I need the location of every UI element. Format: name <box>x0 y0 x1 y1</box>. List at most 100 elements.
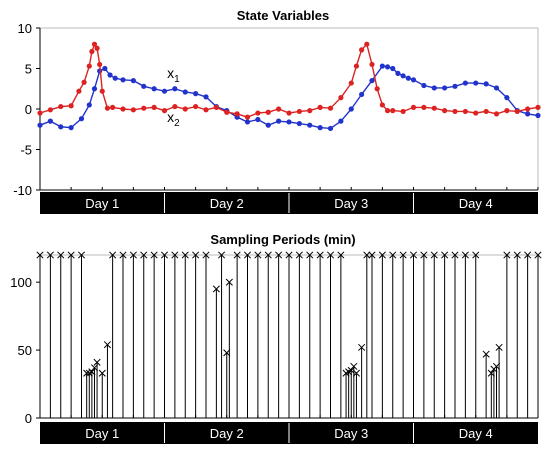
stem-marker-stroke <box>482 350 490 358</box>
series-point-1 <box>47 118 53 124</box>
stem-marker-stroke <box>36 251 44 259</box>
stem-marker-stroke <box>243 251 252 259</box>
series-point-2 <box>89 48 95 55</box>
series-point-1 <box>462 80 468 86</box>
series-point-1 <box>255 116 261 123</box>
stem-marker <box>399 251 407 259</box>
stem-marker <box>441 251 449 259</box>
series-point-2 <box>327 105 334 111</box>
series-point-1 <box>359 91 365 98</box>
stem-marker <box>233 251 241 259</box>
stem-marker <box>389 251 397 259</box>
stem-marker <box>140 251 148 259</box>
stem-marker-stroke <box>192 251 200 259</box>
stem-marker <box>363 251 371 259</box>
stem-marker <box>160 251 169 259</box>
stem-marker-stroke <box>409 251 418 259</box>
stem-marker <box>57 251 65 259</box>
series-point-1 <box>410 77 417 83</box>
stem-marker-stroke <box>378 251 386 259</box>
series-point-2 <box>286 110 292 116</box>
stem-marker <box>109 251 117 259</box>
stem-marker <box>98 369 106 377</box>
y-tick-label: 0 <box>25 411 32 426</box>
series-line-1 <box>39 65 539 130</box>
stem-marker-stroke <box>495 343 503 351</box>
chart-panel-2: Sampling Periods (min) 100 50 0 Day 1 Day 2 Da… <box>10 232 542 444</box>
y-tick-label: -5 <box>20 143 32 158</box>
day-label: Day 3 <box>334 196 368 211</box>
stem-marker <box>129 251 137 259</box>
series-point-1 <box>384 64 391 70</box>
series-point-1 <box>151 86 157 92</box>
series-point-1 <box>86 102 92 108</box>
stem-marker <box>352 369 360 377</box>
day-label: Day 4 <box>459 196 493 211</box>
series-point-1 <box>203 94 209 100</box>
stem-marker <box>46 251 54 259</box>
stem-marker <box>420 251 428 259</box>
day-label: Day 2 <box>210 196 244 211</box>
series-point-2 <box>431 105 437 111</box>
series-point-1 <box>161 88 168 94</box>
series-point-1 <box>504 95 510 101</box>
annotation-base: x <box>167 65 174 81</box>
stem-marker-stroke <box>503 251 511 259</box>
stem-marker <box>67 251 75 259</box>
stem-marker <box>350 362 358 370</box>
series-point-1 <box>141 83 147 89</box>
stem-marker <box>495 343 503 351</box>
series-point-1 <box>338 118 344 124</box>
series-point-2 <box>483 108 489 115</box>
stem-marker <box>337 251 345 259</box>
stem-marker-stroke <box>472 251 480 259</box>
chart-panel-1: State Variables 10 5 0 -5 -10 Day 1 Day 2 Day 3 D… <box>13 8 541 214</box>
stem-marker <box>409 251 418 259</box>
day-label: Day 4 <box>459 426 493 441</box>
series-point-2 <box>94 45 100 51</box>
day-label: Day 1 <box>85 426 119 441</box>
stem-marker-stroke <box>285 251 293 259</box>
series-point-1 <box>483 81 489 87</box>
series-point-1 <box>244 119 251 125</box>
stem-marker <box>368 251 376 259</box>
series-point-2 <box>120 106 126 112</box>
stem-marker-stroke <box>109 251 117 259</box>
series-point-2 <box>151 104 157 110</box>
series-point-1 <box>112 75 118 81</box>
stem-marker-stroke <box>534 251 542 259</box>
y-tick-label: -10 <box>13 183 32 198</box>
series-point-1 <box>452 83 458 89</box>
stem-marker-stroke <box>451 251 459 259</box>
series-point-2 <box>400 108 406 115</box>
stem-marker <box>524 251 532 259</box>
stem-marker-stroke <box>420 251 428 259</box>
series-point-1 <box>400 73 406 79</box>
series-annotation: x2 <box>167 109 180 129</box>
annotation-sub: 2 <box>174 118 180 129</box>
stem-marker <box>77 251 86 259</box>
series-point-2 <box>91 41 98 47</box>
chart-title: State Variables <box>237 8 330 23</box>
stem-marker-stroke <box>57 251 65 259</box>
stem-marker-stroke <box>358 343 366 351</box>
stem-marker <box>430 251 438 259</box>
stem-marker <box>503 251 511 259</box>
stem-marker <box>461 251 469 259</box>
series-point-2 <box>348 80 354 86</box>
stem-marker-stroke <box>316 251 324 259</box>
series-point-1 <box>107 72 113 78</box>
series-point-2 <box>161 108 168 114</box>
series-point-2 <box>86 63 92 69</box>
series-point-1 <box>390 65 396 72</box>
series-point-2 <box>504 108 510 114</box>
series-point-1 <box>405 75 411 81</box>
stem-marker-stroke <box>140 251 148 259</box>
series-point-1 <box>120 77 126 83</box>
series-point-1 <box>265 122 271 128</box>
series-point-1 <box>327 125 334 132</box>
series-point-2 <box>535 104 541 110</box>
stem-marker-stroke <box>295 251 303 259</box>
series-point-2 <box>317 104 323 110</box>
annotation-base: x <box>167 109 174 125</box>
